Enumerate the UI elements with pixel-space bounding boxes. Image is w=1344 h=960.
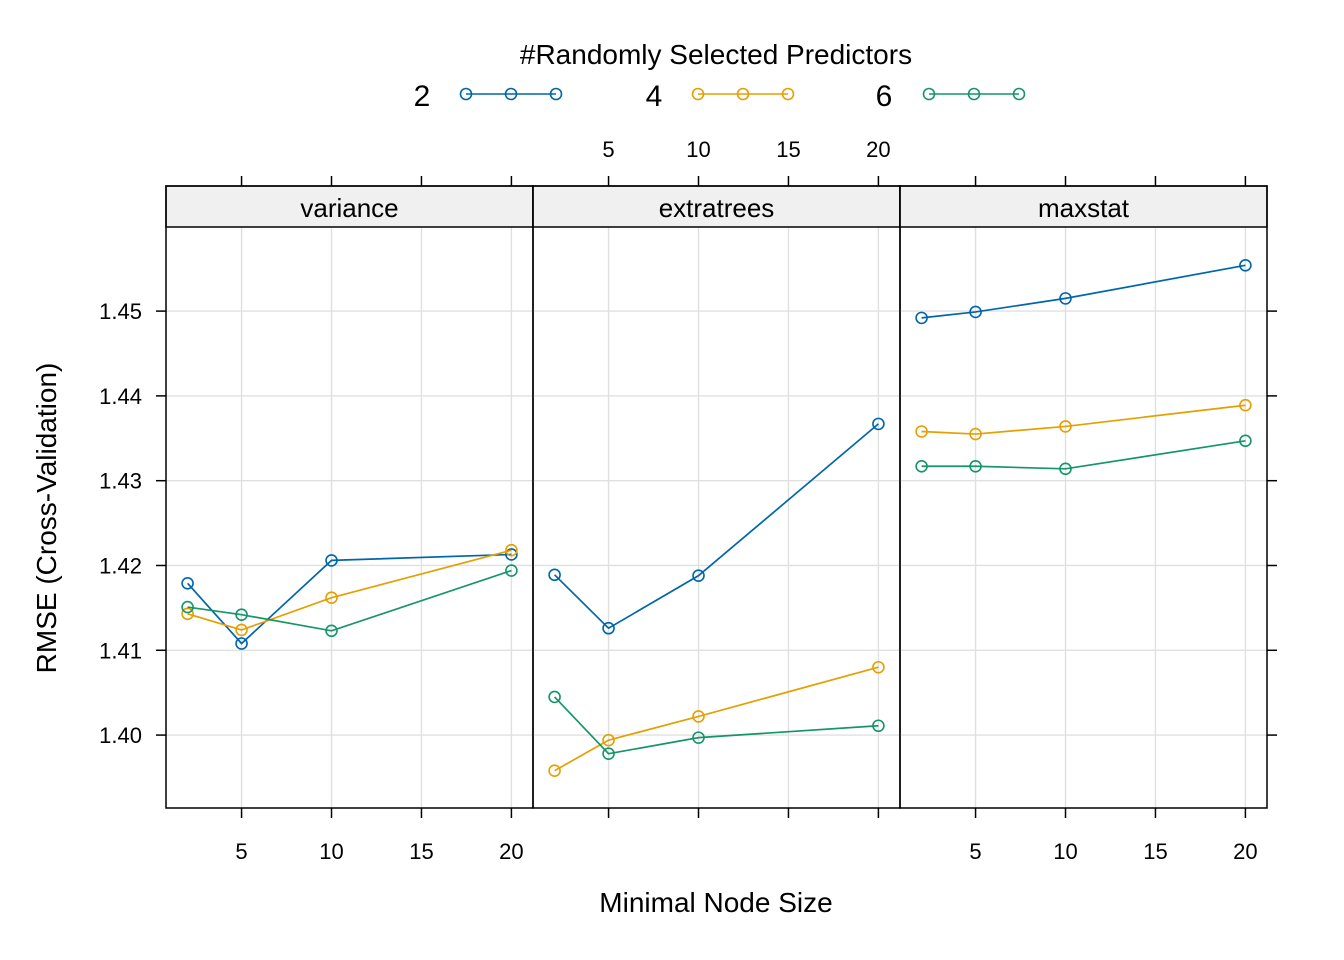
point-variance-4-2 xyxy=(325,591,338,605)
panel-variance: variance 5 10 15 20 xyxy=(165,176,534,864)
point-maxstat-4-3 xyxy=(1239,398,1252,412)
panel-border-maxstat xyxy=(899,185,1268,809)
x-tick-label-bottom-20: 20 xyxy=(499,839,523,864)
point-extratrees-2-2 xyxy=(692,569,705,582)
legend-marker-4-1 xyxy=(736,87,750,101)
point-maxstat-2-3 xyxy=(1239,259,1252,272)
point-maxstat-6-3 xyxy=(1239,434,1252,448)
panels: variance 5 10 15 20 extratrees 5 10 15 20 maxstat 5… xyxy=(99,137,1277,864)
x-tick-label-bottom-10: 10 xyxy=(319,839,343,864)
point-extratrees-2-1 xyxy=(602,621,615,635)
point-maxstat-6-0 xyxy=(915,459,928,473)
legend-marker-4-2 xyxy=(781,87,795,101)
point-maxstat-2-2 xyxy=(1059,292,1072,305)
y-tick-label-1.45: 1.45 xyxy=(99,299,142,324)
panel-border-variance xyxy=(165,185,534,809)
y-tick-label-1.44: 1.44 xyxy=(99,384,142,409)
x-tick-label-bottom-10: 10 xyxy=(1053,839,1077,864)
point-variance-6-3 xyxy=(505,564,518,577)
x-tick-label-top-15: 15 xyxy=(776,137,800,162)
point-variance-2-0 xyxy=(181,576,194,590)
point-extratrees-4-0 xyxy=(548,764,561,777)
series-line-extratrees-6 xyxy=(553,696,879,755)
x-tick-label-bottom-5: 5 xyxy=(969,839,981,864)
x-tick-label-top-10: 10 xyxy=(686,137,710,162)
legend-title: #Randomly Selected Predictors xyxy=(520,39,912,70)
point-variance-4-1 xyxy=(235,623,248,637)
point-extratrees-2-3 xyxy=(872,417,885,431)
y-tick-label-1.43: 1.43 xyxy=(99,469,142,494)
strip-maxstat xyxy=(899,185,1268,228)
x-tick-label-top-20: 20 xyxy=(866,137,890,162)
panel-border-extratrees xyxy=(532,185,901,809)
point-maxstat-4-1 xyxy=(969,427,982,441)
series-line-variance-2 xyxy=(186,553,512,645)
y-tick-label-1.42: 1.42 xyxy=(99,553,142,578)
strip-label-maxstat: maxstat xyxy=(1038,193,1130,223)
point-variance-4-3 xyxy=(505,543,518,557)
series-line-maxstat-2 xyxy=(921,264,1246,319)
point-variance-2-2 xyxy=(325,554,338,567)
x-tick-label-top-5: 5 xyxy=(602,137,614,162)
series-line-maxstat-6 xyxy=(921,439,1246,470)
point-extratrees-4-3 xyxy=(872,660,885,674)
legend-label-2: 2 xyxy=(414,80,431,113)
point-maxstat-6-1 xyxy=(969,459,982,473)
series-line-extratrees-2 xyxy=(553,423,879,630)
x-tick-label-bottom-20: 20 xyxy=(1233,839,1257,864)
point-variance-6-1 xyxy=(235,608,248,621)
series-line-variance-6 xyxy=(187,569,512,632)
strip-label-variance: variance xyxy=(300,193,398,223)
point-extratrees-4-1 xyxy=(602,733,615,747)
point-maxstat-4-0 xyxy=(915,425,928,438)
legend-label-6: 6 xyxy=(876,80,893,113)
y-tick-label-1.41: 1.41 xyxy=(99,638,142,663)
legend-marker-6-1 xyxy=(967,87,981,101)
legend-marker-2-0 xyxy=(459,87,473,101)
legend-marker-4-0 xyxy=(691,87,705,101)
point-extratrees-2-0 xyxy=(548,568,561,582)
legend-marker-6-2 xyxy=(1012,87,1026,101)
series-line-extratrees-4 xyxy=(554,666,879,772)
point-variance-2-3 xyxy=(505,548,518,561)
strip-label-extratrees: extratrees xyxy=(659,193,775,223)
legend-label-4: 4 xyxy=(646,80,663,113)
y-axis-title: RMSE (Cross-Validation) xyxy=(31,363,62,674)
point-maxstat-4-2 xyxy=(1059,420,1072,433)
point-variance-4-0 xyxy=(181,607,194,621)
panel-extratrees: extratrees 5 10 15 20 xyxy=(532,137,901,818)
legend-marker-2-1 xyxy=(504,87,518,101)
legend-marker-2-2 xyxy=(549,87,563,101)
point-variance-6-0 xyxy=(181,600,194,614)
legend-marker-6-0 xyxy=(922,87,936,101)
point-extratrees-6-3 xyxy=(872,719,885,733)
y-tick-label-1.40: 1.40 xyxy=(99,723,142,748)
series-line-maxstat-4 xyxy=(921,404,1246,435)
x-axis-title: Minimal Node Size xyxy=(599,887,832,918)
series-line-variance-4 xyxy=(187,549,512,631)
point-extratrees-6-1 xyxy=(602,747,615,761)
legend-items: 2 4 6 xyxy=(414,80,1026,113)
point-extratrees-6-2 xyxy=(692,731,705,744)
point-variance-6-2 xyxy=(325,624,338,638)
point-maxstat-6-2 xyxy=(1059,462,1072,476)
point-maxstat-2-1 xyxy=(969,305,982,319)
panel-maxstat: maxstat 5 10 15 20 xyxy=(899,176,1268,864)
point-variance-2-1 xyxy=(235,637,248,650)
point-maxstat-2-0 xyxy=(915,311,928,325)
point-extratrees-6-0 xyxy=(548,690,561,704)
point-extratrees-4-2 xyxy=(692,710,705,723)
x-tick-label-bottom-5: 5 xyxy=(235,839,247,864)
x-tick-label-bottom-15: 15 xyxy=(409,839,433,864)
x-tick-label-bottom-15: 15 xyxy=(1143,839,1167,864)
legend: #Randomly Selected Predictors 2 4 6 xyxy=(414,39,1026,113)
